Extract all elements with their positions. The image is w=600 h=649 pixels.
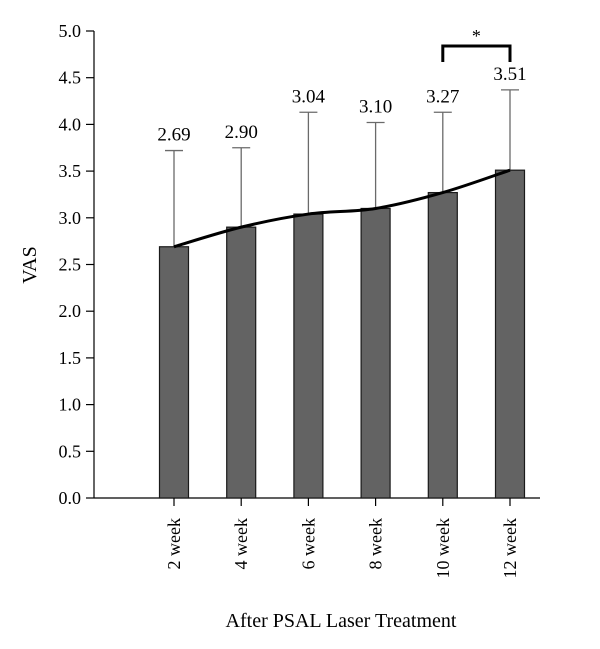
significance-star: * (472, 26, 481, 46)
data-label: 3.10 (359, 97, 392, 118)
x-tick-label: 4 week (231, 518, 251, 569)
bars (158, 169, 526, 499)
bar-12-week (494, 169, 526, 499)
y-tick-label: 4.0 (59, 114, 82, 134)
data-labels: 2.69 2.90 3.04 3.10 3.27 3.51 (157, 64, 526, 146)
data-label: 3.04 (292, 86, 326, 107)
y-ticks: 0.0 0.5 1.0 1.5 2.0 2.5 3.0 3.5 4.0 4.5 5.0 (59, 21, 94, 508)
x-ticks: 2 week 4 week 6 week 8 week 10 week 12 week (164, 498, 520, 578)
data-label: 3.51 (493, 64, 526, 85)
y-tick-label: 3.5 (59, 161, 82, 181)
x-tick-label: 6 week (298, 518, 318, 569)
y-tick-label: 3.0 (59, 208, 82, 228)
significance-marker: * (441, 26, 512, 62)
bar-8-week (360, 207, 391, 499)
data-label: 2.90 (225, 122, 258, 143)
data-label: 3.27 (426, 86, 459, 107)
error-bars (165, 89, 519, 247)
y-axis-title: VAS (19, 246, 41, 283)
x-tick-label: 10 week (433, 518, 453, 578)
bar-10-week (427, 191, 458, 499)
bar-2-week (158, 246, 190, 499)
data-label: 2.69 (157, 125, 190, 146)
x-tick-label: 8 week (366, 518, 386, 569)
y-tick-label: 1.5 (59, 348, 82, 368)
y-tick-label: 0.0 (59, 488, 82, 508)
x-tick-label: 12 week (500, 518, 520, 578)
x-tick-label: 2 week (164, 518, 184, 569)
y-tick-label: 5.0 (59, 21, 82, 41)
bar-6-week (293, 213, 324, 499)
y-tick-label: 1.0 (59, 395, 82, 415)
y-tick-label: 2.0 (59, 301, 82, 321)
y-tick-label: 0.5 (59, 441, 82, 461)
y-tick-label: 4.5 (59, 68, 82, 88)
trend-line (173, 168, 511, 249)
y-tick-label: 2.5 (59, 255, 82, 275)
significance-bracket (441, 44, 512, 62)
x-axis-title: After PSAL Laser Treatment (226, 610, 457, 632)
bar-4-week (226, 226, 257, 499)
